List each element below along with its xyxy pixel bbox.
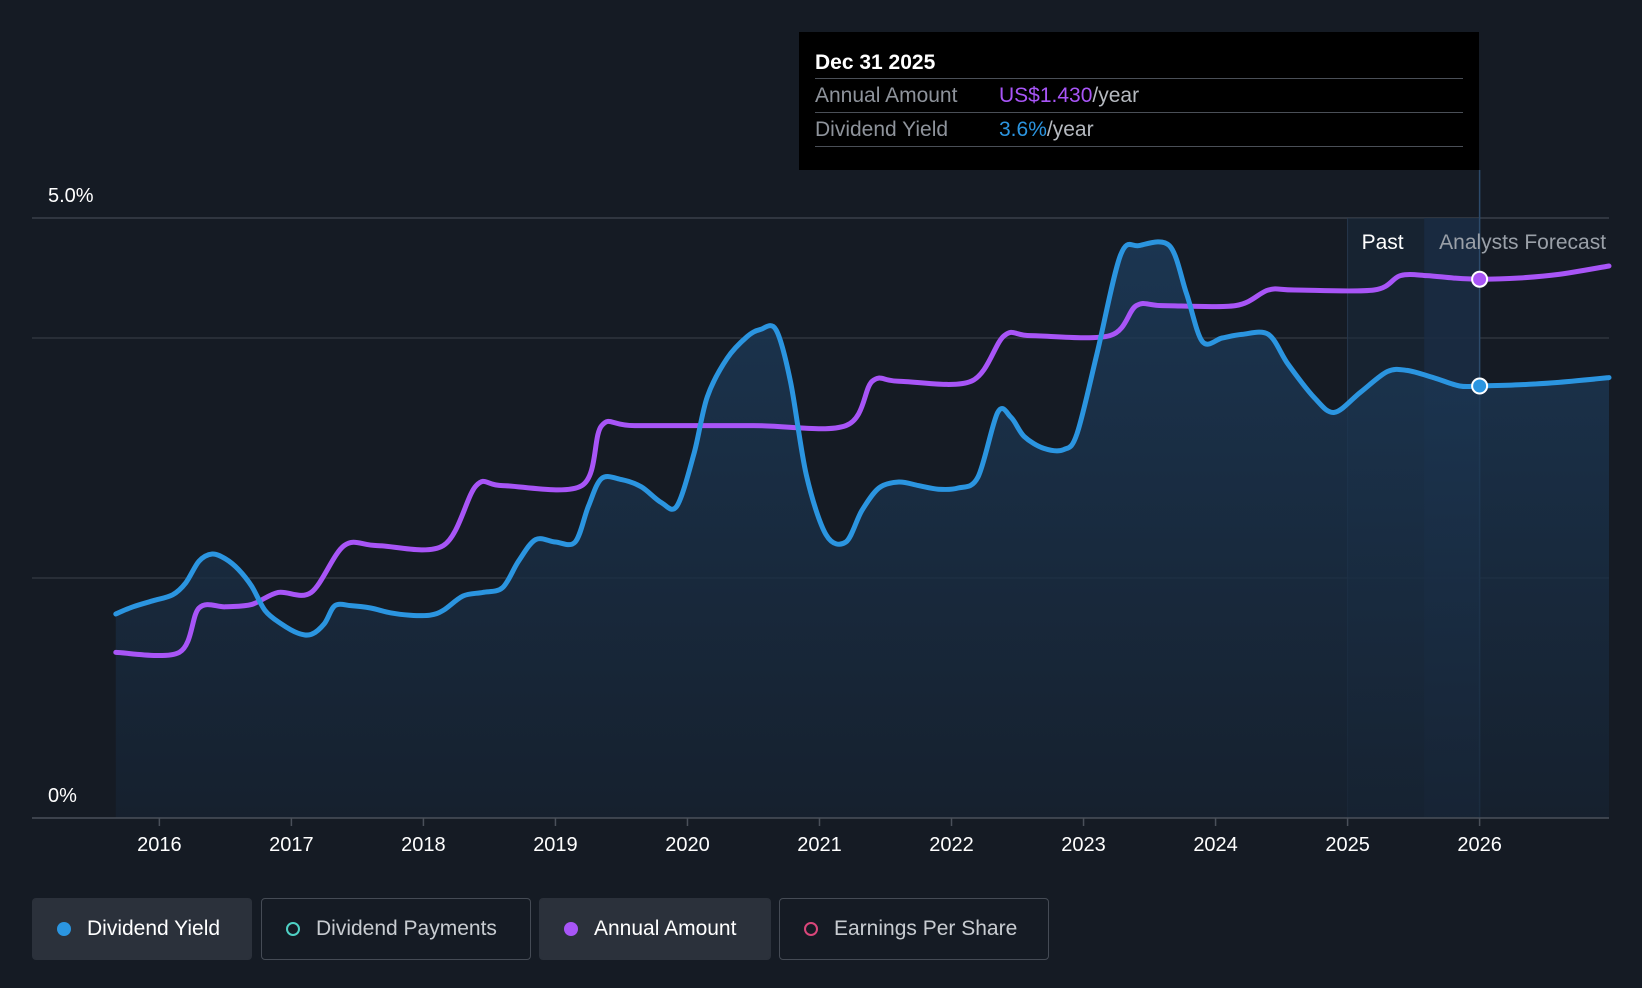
legend-dividend-payments-button[interactable]: Dividend Payments [261,898,531,960]
legend-label: Earnings Per Share [834,917,1018,940]
analysts-forecast-label: Analysts Forecast [1439,231,1606,254]
tooltip-row-annual-amount: Annual Amount US$1.430 /year [815,78,1463,112]
tooltip-label: Dividend Yield [815,118,949,141]
legend-annual-amount-button[interactable]: Annual Amount [539,898,771,960]
highlight-markers [1471,270,1489,395]
tooltip-unit: /year [1092,84,1140,107]
chart-tooltip: Dec 31 2025 Annual Amount US$1.430 /year… [799,32,1479,170]
past-label: Past [1362,231,1404,254]
annual-amount-line [113,263,1612,659]
y-tick-label: 5.0% [48,185,94,207]
x-tick-label: 2018 [401,834,446,856]
legend-ring-icon [804,922,818,936]
yield-area [115,241,1609,819]
x-axis: 2016 2017 2018 2019 2020 2021 2022 2023 2024 2025… [32,817,1609,856]
legend-label: Annual Amount [594,917,737,940]
x-tick-label: 2025 [1325,834,1370,856]
legend-dividend-yield-button[interactable]: Dividend Yield [32,898,252,960]
legend-label: Dividend Payments [316,917,497,940]
annual-amount-marker [1471,270,1489,288]
x-tick-label: 2021 [797,834,842,856]
x-tick-label: 2020 [665,834,710,856]
x-tick-label: 2017 [269,834,314,856]
series-lines [113,239,1612,659]
tooltip-unit: /year [1046,118,1094,141]
y-axis-labels: 5.0% 0% [48,185,94,807]
legend-ring-icon [286,922,300,936]
legend-label: Dividend Yield [87,917,221,940]
y-tick-label: 0% [48,785,77,807]
tooltip-value: 3.6% [999,118,1047,141]
legend-dot-icon [57,922,71,936]
dividend-yield-marker [1471,377,1489,395]
x-tick-label: 2016 [137,834,182,856]
legend-earnings-per-share-button[interactable]: Earnings Per Share [779,898,1049,960]
legend-dot-icon [564,922,578,936]
yield-area-fill [115,241,1609,819]
x-tick-label: 2022 [929,834,974,856]
tooltip-date: Dec 31 2025 [815,51,936,74]
dividend-yield-line [113,239,1612,638]
tooltip-label: Annual Amount [815,84,958,107]
x-tick-label: 2019 [533,834,578,856]
tooltip-row-dividend-yield: Dividend Yield 3.6% /year [815,112,1463,147]
x-tick-label: 2023 [1061,834,1106,856]
x-tick-label: 2024 [1193,834,1238,856]
region-labels: Past Analysts Forecast [1362,231,1607,254]
tooltip-value: US$1.430 [999,84,1093,107]
x-tick-label: 2026 [1457,834,1502,856]
